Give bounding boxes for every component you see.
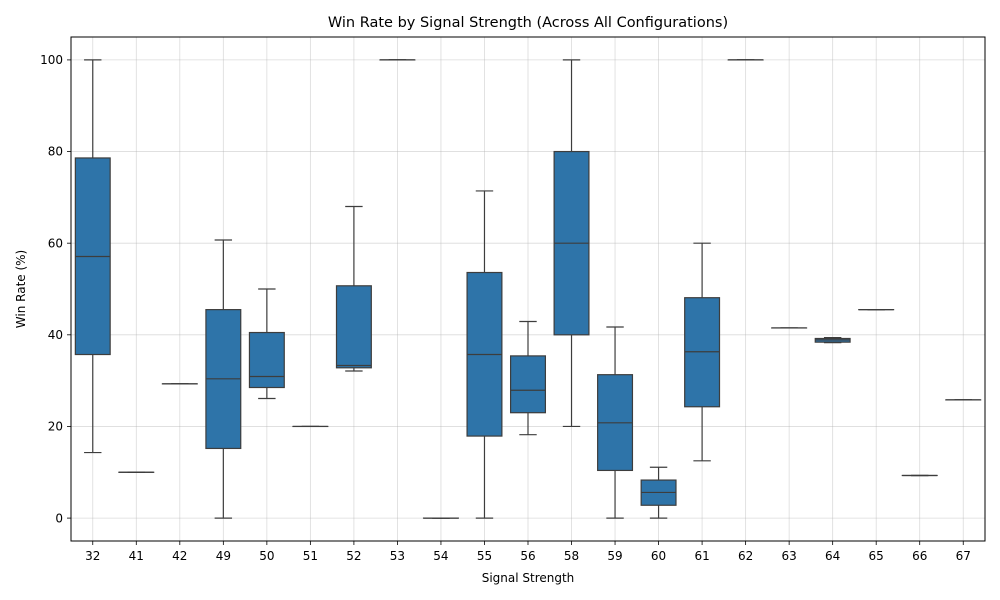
grid-lines xyxy=(71,37,985,541)
box-55 xyxy=(466,190,503,519)
x-tick-label: 52 xyxy=(346,549,361,563)
x-tick-label: 65 xyxy=(869,549,884,563)
x-axis-ticks: 32 41 42 49 50 51 52 53 54 55 56 58 59 60 61 62 63 64 65 66… xyxy=(85,541,971,563)
x-tick-label: 55 xyxy=(477,549,492,563)
y-axis-ticks: 0 20 40 60 80 100 xyxy=(40,53,71,525)
iqr-box xyxy=(509,355,547,414)
x-tick-label: 58 xyxy=(564,549,579,563)
box-61 xyxy=(684,242,721,462)
box-32 xyxy=(74,59,111,454)
y-tick-label: 80 xyxy=(48,145,63,159)
y-axis-label: Win Rate (%) xyxy=(14,250,28,328)
box-52 xyxy=(335,205,372,372)
y-tick-label: 20 xyxy=(48,420,63,434)
y-tick-label: 0 xyxy=(55,511,63,525)
x-tick-label: 64 xyxy=(825,549,840,563)
x-tick-label: 42 xyxy=(172,549,187,563)
x-tick-label: 67 xyxy=(956,549,971,563)
x-axis-label: Signal Strength xyxy=(482,571,575,585)
iqr-box xyxy=(335,285,372,369)
chart-title: Win Rate by Signal Strength (Across All … xyxy=(328,15,728,31)
box-64 xyxy=(814,336,851,344)
box-50 xyxy=(248,288,285,400)
x-tick-label: 62 xyxy=(738,549,753,563)
x-tick-label: 61 xyxy=(694,549,709,563)
x-tick-label: 59 xyxy=(607,549,622,563)
x-tick-label: 56 xyxy=(520,549,535,563)
x-tick-label: 60 xyxy=(651,549,666,563)
x-tick-label: 32 xyxy=(85,549,100,563)
x-tick-label: 49 xyxy=(216,549,231,563)
boxes-layer xyxy=(74,59,982,519)
x-tick-label: 54 xyxy=(433,549,448,563)
box-59 xyxy=(597,326,634,519)
x-tick-label: 41 xyxy=(129,549,144,563)
y-tick-label: 40 xyxy=(48,328,63,342)
box-60 xyxy=(640,466,677,519)
box-49 xyxy=(205,239,242,519)
box-56 xyxy=(509,320,547,436)
y-tick-label: 100 xyxy=(40,53,63,67)
x-tick-label: 66 xyxy=(912,549,927,563)
x-tick-label: 63 xyxy=(782,549,797,563)
box-58 xyxy=(553,59,590,428)
x-tick-label: 51 xyxy=(303,549,318,563)
iqr-box xyxy=(248,331,285,389)
x-tick-label: 53 xyxy=(390,549,405,563)
x-tick-label: 50 xyxy=(259,549,274,563)
y-tick-label: 60 xyxy=(48,236,63,250)
